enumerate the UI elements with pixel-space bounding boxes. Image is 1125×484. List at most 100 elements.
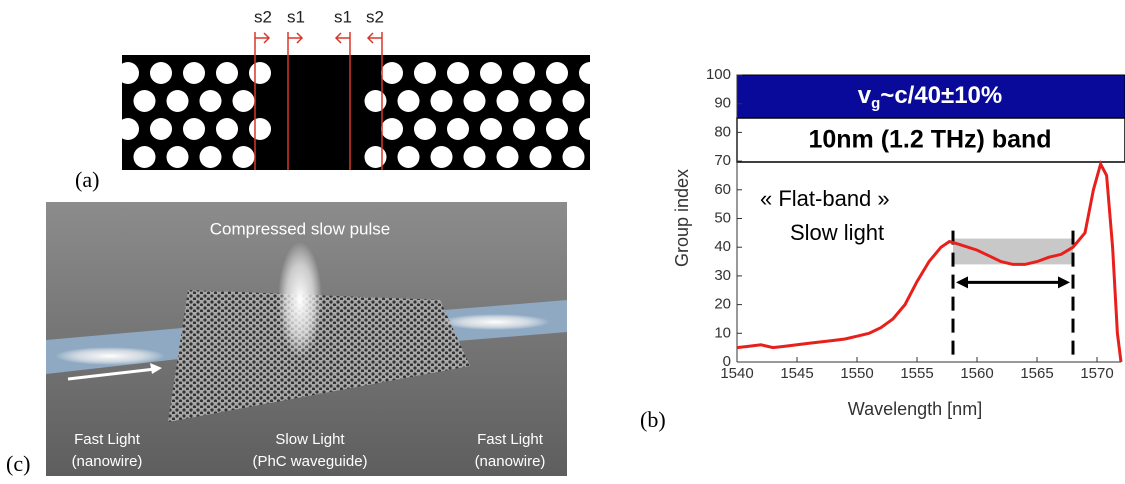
hole <box>150 62 172 84</box>
banner <box>736 74 1125 119</box>
y-tick-label tick: 60 <box>714 181 731 198</box>
marker-label: s1 <box>334 7 352 26</box>
caption: Fast Light <box>477 431 544 448</box>
hole <box>447 62 469 84</box>
x-tick-label: 1540 <box>720 365 753 382</box>
hole <box>199 90 222 112</box>
hole <box>397 146 420 168</box>
x-tick-label: 1555 <box>900 365 933 382</box>
caption: Slow Light <box>275 431 345 448</box>
hole <box>579 118 590 140</box>
hole <box>430 90 453 112</box>
hole <box>447 118 469 140</box>
marker-label: s1 <box>287 7 305 26</box>
hole <box>529 90 552 112</box>
hole <box>414 62 436 84</box>
hole <box>122 62 139 84</box>
panel-b: (b) Wavelength [nm] Group index vg~c/40±… <box>640 66 1125 432</box>
hole <box>122 118 139 140</box>
x-axis-label: Wavelength [nm] <box>848 399 982 419</box>
marker-arrow-head <box>334 32 342 44</box>
x-tick-label: 1545 <box>780 365 813 382</box>
hole <box>480 62 502 84</box>
hole <box>166 146 189 168</box>
marker-arrow-head <box>366 32 374 44</box>
hole <box>513 62 535 84</box>
hole <box>199 146 222 168</box>
hole <box>232 146 255 168</box>
hole <box>381 118 403 140</box>
holes <box>122 62 590 168</box>
band-text: 10nm (1.2 THz) band <box>808 126 1051 154</box>
y-tick-label tick: 100 <box>706 66 731 83</box>
note: « Flat-band » <box>760 186 890 211</box>
hole <box>232 90 255 112</box>
y-tick-label tick: 10 <box>714 324 731 341</box>
x-tick-label: 1565 <box>1020 365 1053 382</box>
band-arrow-head <box>1058 276 1070 289</box>
panel-a: (a) s2 s1 s1 s2 <box>75 7 590 192</box>
caption: (nanowire) <box>475 453 546 470</box>
banner-part: v <box>858 82 872 109</box>
hole <box>216 62 238 84</box>
y-tick-label tick: 80 <box>714 123 731 140</box>
panel-label: (a) <box>75 167 99 192</box>
hole <box>430 146 453 168</box>
y-tick-label tick: 30 <box>714 267 731 284</box>
slow-pulse <box>278 242 322 358</box>
hole <box>183 118 205 140</box>
banner-part: g <box>871 95 880 112</box>
marker-arrow-head <box>296 32 304 44</box>
hole <box>513 118 535 140</box>
x-tick-label: 1570 <box>1080 365 1113 382</box>
hole <box>546 118 568 140</box>
hole <box>579 62 590 84</box>
hole <box>546 62 568 84</box>
hole <box>133 146 156 168</box>
hole <box>529 146 552 168</box>
hole <box>562 146 585 168</box>
marker-arrow-head <box>263 32 271 44</box>
hole <box>150 118 172 140</box>
y-tick-label tick: 40 <box>714 238 731 255</box>
y-tick-label tick: 90 <box>714 95 731 112</box>
banner-part: ~c/40±10% <box>880 82 1002 109</box>
y-axis-label: Group index <box>672 169 692 267</box>
hole <box>364 90 387 112</box>
banner-text: vg~c/40±10% <box>858 82 1002 112</box>
hole <box>496 146 519 168</box>
hole <box>480 118 502 140</box>
flat-band <box>953 238 1073 265</box>
band-arrow-head <box>956 276 968 289</box>
caption: (PhC waveguide) <box>252 453 367 470</box>
y-tick-label tick: 0 <box>723 353 731 370</box>
marker-label: s2 <box>366 7 384 26</box>
hole <box>562 90 585 112</box>
phc-slab <box>168 290 470 422</box>
hole <box>463 90 486 112</box>
y-tick-label tick: 50 <box>714 209 731 226</box>
fast-pulse <box>55 347 165 365</box>
hole <box>397 90 420 112</box>
note: Slow light <box>790 220 884 245</box>
y-tick-label tick: 70 <box>714 152 731 169</box>
fast-pulse <box>440 314 550 330</box>
panel-c: Compressed slow pulse (c) Fast Light (nan… <box>6 202 567 476</box>
arrow <box>67 367 156 381</box>
hole <box>216 118 238 140</box>
group-index-curve <box>736 159 1123 363</box>
arrow-head <box>150 363 162 374</box>
hole <box>414 118 436 140</box>
hole <box>133 90 156 112</box>
hole <box>463 146 486 168</box>
panel-label: (b) <box>640 407 666 432</box>
hole <box>249 118 271 140</box>
hole <box>249 62 271 84</box>
hole <box>496 90 519 112</box>
hole <box>381 62 403 84</box>
caption: Fast Light <box>74 431 141 448</box>
caption: (nanowire) <box>72 453 143 470</box>
hole <box>183 62 205 84</box>
marker-label: s2 <box>254 7 272 26</box>
